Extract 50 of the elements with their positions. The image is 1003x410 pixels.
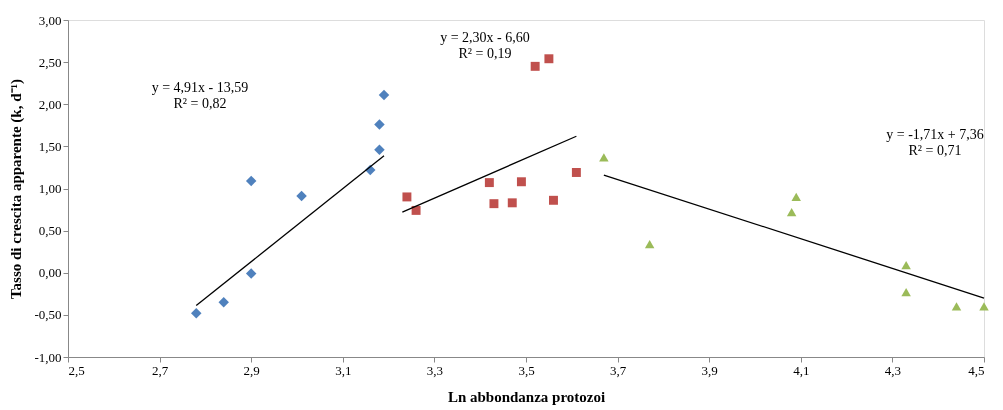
x-tick-label: 3,5 bbox=[518, 362, 535, 378]
point bbox=[549, 195, 558, 205]
y-axis-title: Tasso di crescita apparente (k, d⁻¹) bbox=[8, 78, 26, 300]
y-tick-label: 1,00 bbox=[38, 181, 62, 196]
point bbox=[296, 190, 307, 202]
point bbox=[951, 302, 962, 311]
x-tick-label: 3,9 bbox=[701, 362, 718, 378]
point bbox=[786, 207, 797, 217]
annotation: y = -1,71x + 7,36 R² = 0,71 bbox=[886, 127, 984, 158]
y-tick-label: 2,50 bbox=[38, 54, 62, 70]
x-tick-label: 4,3 bbox=[884, 362, 902, 378]
x-tick-label: 4,1 bbox=[793, 362, 810, 378]
x-tick-label: 4,5 bbox=[968, 362, 985, 378]
x-tick-label: 2,5 bbox=[68, 362, 85, 378]
point bbox=[791, 192, 801, 202]
x-tick-label: 2,9 bbox=[243, 362, 260, 378]
point bbox=[644, 240, 655, 249]
y-tick-label: 0,50 bbox=[38, 223, 62, 239]
point bbox=[901, 261, 911, 270]
y-tick-label: 1,50 bbox=[38, 138, 62, 154]
point bbox=[374, 144, 385, 155]
y-tick-label: -1,00 bbox=[34, 349, 62, 365]
point bbox=[571, 168, 581, 177]
point bbox=[484, 178, 494, 188]
point bbox=[507, 198, 517, 208]
point bbox=[411, 205, 421, 215]
point bbox=[378, 89, 390, 101]
annotation: y = 4,91x - 13,59 R² = 0,82 bbox=[151, 80, 249, 111]
x-axis-title: Ln abbondanza protozoi bbox=[447, 388, 606, 405]
point bbox=[901, 288, 911, 297]
point bbox=[374, 119, 385, 130]
point bbox=[516, 177, 526, 187]
point bbox=[530, 61, 540, 71]
x-tick-label: 2,7 bbox=[151, 362, 169, 378]
point bbox=[218, 296, 229, 308]
point bbox=[245, 268, 257, 279]
y-tick-label: 2,00 bbox=[38, 96, 62, 112]
point bbox=[489, 199, 499, 209]
x-tick-label: 3,1 bbox=[335, 362, 352, 378]
x-tick-label: 3,7 bbox=[609, 362, 627, 378]
y-tick-label: 3,00 bbox=[38, 12, 62, 28]
point bbox=[544, 54, 554, 64]
y-tick-label: -0,50 bbox=[34, 307, 62, 323]
point bbox=[979, 302, 989, 311]
point bbox=[191, 307, 202, 319]
x-tick-label: 3,3 bbox=[426, 362, 444, 378]
y-tick-label: 0,00 bbox=[38, 265, 62, 281]
point bbox=[402, 192, 412, 202]
annotation: y = 2,30x - 6,60 R² = 0,19 bbox=[440, 30, 530, 61]
point bbox=[245, 175, 257, 187]
